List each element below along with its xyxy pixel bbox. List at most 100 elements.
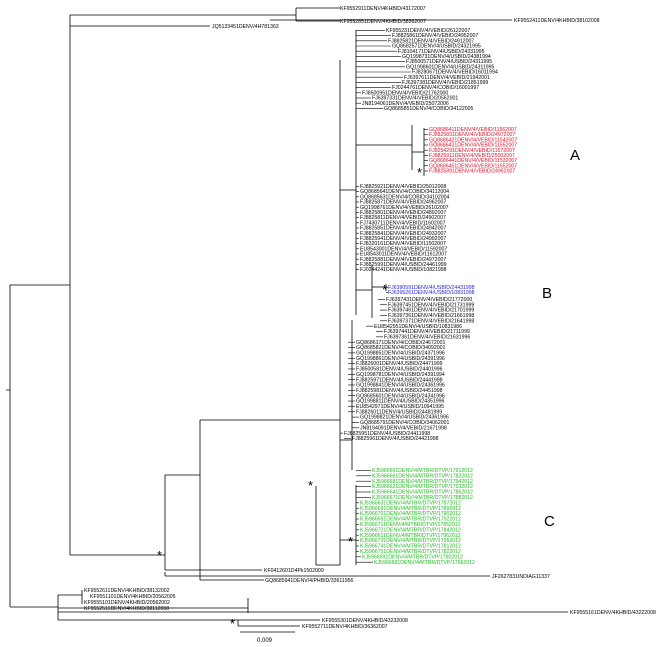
leaf-label-cluster-a: FJ8825831DENV/4/VEBID/24972007 bbox=[429, 132, 515, 138]
leaf-label: FJ0244241DENV/4/USBID/10821998 bbox=[360, 267, 447, 273]
leaf-label-cluster-a: FJ8825911DENV/4/VEBID/25002007 bbox=[429, 153, 515, 159]
leaf-label: KF9552411DENV/4KHBID/38102008 bbox=[514, 18, 600, 24]
branch-bottom-mid bbox=[58, 598, 249, 613]
leaf-label: JQ5133451DENV/4H781363 bbox=[212, 24, 279, 30]
leaf-label-cluster-c: KJ5966741DENV/4/MTBR/DTVP/17812012 bbox=[360, 544, 461, 550]
leaf-label: FJ6397451DENV/4/VEBID/21731999 bbox=[388, 302, 474, 308]
leaf-label: FJ8825951DENV/4/USBID/24411998 bbox=[344, 431, 430, 437]
leaf-label: GQ8685941DENV/4/PHBID/33611956 bbox=[265, 578, 354, 584]
branch-a bbox=[412, 128, 425, 176]
leaf-label: FJ6397611DENV/4/VEBID/21942001 bbox=[404, 75, 490, 81]
leaf-label: KF9552611DENV/4KHBID/38132002 bbox=[84, 588, 170, 594]
leaf-label: FJ6397461DENV/4/VEBID/21701999 bbox=[388, 308, 474, 314]
branch-bottom-trunk bbox=[10, 595, 59, 620]
leaf-label: FJ8825991DENV/4/USBID/24461999 bbox=[360, 262, 447, 268]
tree-branches bbox=[6, 7, 568, 633]
leaf-label: FJ8500571DENV/4/USBID/24311995 bbox=[406, 59, 492, 65]
leaf-label: GQ1998761DENV/4/VEBID/26102007 bbox=[360, 205, 449, 211]
leaf-label: FJ8825801DENV/4/VEBID/24892007 bbox=[360, 210, 446, 216]
leaf-label: FJ8500951DENV/4/VEBID/21762000 bbox=[362, 90, 448, 96]
leaf-label: EU8542951DENV/4/USBID/10831986 bbox=[374, 324, 462, 330]
leaf-label: GQ1998821DENV/4/USBID/24361996 bbox=[360, 415, 449, 421]
leaf-labels: KF9552911DENV/4KHBID/43172007 KF9552851DE… bbox=[84, 6, 656, 630]
leaf-label: KF0412601D4Pk1502009 bbox=[264, 568, 324, 574]
leaf-label-cluster-c: KJ5966661DENV/4/MTBR/DTVP/17832012 bbox=[372, 473, 473, 479]
leaf-label: GQ1998601DENV/4/USBID/24311995 bbox=[406, 64, 495, 70]
branch-c-stem bbox=[315, 486, 340, 566]
leaf-label: FJ6397371DENV/4/VEBID/21641998 bbox=[388, 318, 474, 324]
leaf-label: KF9552511DENV/4KHBID/38112008 bbox=[84, 606, 169, 612]
leaf-label: KF9555301DENV/4KHBID/43232008 bbox=[322, 618, 408, 624]
asterisk-node-b: * bbox=[382, 282, 387, 297]
leaf-label: GQ8685821DENV/4/COBID/34092001 bbox=[356, 345, 446, 351]
leaf-label-cluster-a: GQ8686431DENV/4/VEBID/11552007 bbox=[429, 143, 517, 149]
leaf-label: FJ8320161DENV/4/VEBID/11502007 bbox=[360, 241, 446, 247]
leaf-label-cluster-c: KJ5966591DENV/4/MTBR/DTVP/17802012 bbox=[362, 554, 463, 560]
leaf-label: GQ8682571DENV/4/USBID/24321995 bbox=[392, 44, 481, 50]
leaf-label: FJ8826001DENV/4/USBID/24471999 bbox=[356, 361, 443, 367]
branch-core bbox=[70, 475, 166, 570]
leaf-label: GQ1998851DENV/4/USBID/24371996 bbox=[356, 351, 445, 357]
leaf-label: FJ6397331DENV/4/VEBID/20562001 bbox=[372, 96, 458, 102]
leaf-label: JN8194061DENV/4/VEBID/25072006 bbox=[362, 101, 449, 107]
leaf-label: FJ6397381DENV/4/VEBID/21851999 bbox=[402, 80, 488, 86]
scale-bar-label: 0.009 bbox=[257, 638, 273, 644]
leaf-label-cluster-a: FJ8254291DENV/4/VEBID/11572007 bbox=[429, 148, 515, 154]
branch-main-clade bbox=[200, 60, 341, 565]
leaf-label-cluster-c: KJ5966611DENV/4/MTBR/DTVP/17962012 bbox=[360, 533, 461, 539]
leaf-label-cluster-a: GQ8686451DENV/4/VEBID/11552007 bbox=[429, 163, 517, 169]
leaf-label: GQ1998811DENV/4/USBID/24351996 bbox=[356, 399, 445, 405]
leaf-label: KF9552851DENV/4KHBID/38362007 bbox=[340, 19, 426, 25]
leaf-label-cluster-a: FJ8825891DENV/4/VEBID/24962007 bbox=[429, 169, 515, 175]
leaf-label: JN8194091DENV/4/VEBID/21671998 bbox=[360, 425, 447, 431]
leaf-label: FJ0244761DENV/4/COBID/16001997 bbox=[392, 85, 479, 91]
leaf-label-cluster-c: KJ5966711DENV/4/MTBR/DTVP/17852012 bbox=[360, 522, 461, 528]
branch-bottom-upper bbox=[58, 590, 83, 604]
branch-jf26 bbox=[164, 572, 490, 577]
leaf-label: FJ8825821DENV/4/VEBID/24912007 bbox=[388, 38, 474, 44]
leaf-label-cluster-c: KJ5966681DENV/4/MTBR/DTVP/17942012 bbox=[372, 479, 473, 485]
leaf-label: FJ8825811DENV/4/VEBID/24902007 bbox=[360, 215, 446, 221]
leaf-label: FJ6397361DENV/4/VEBID/21661998 bbox=[388, 313, 474, 319]
leaf-label-cluster-c: KJ5966651DENV/4/MTBR/DTVP/17922012 bbox=[360, 517, 461, 523]
asterisk-node-c-stem: * bbox=[308, 478, 313, 493]
leaf-label: KF9551101DENV/4KHBID/20562005 bbox=[90, 594, 176, 600]
asterisk-node-c: * bbox=[348, 534, 353, 549]
cluster-label-c: C bbox=[544, 513, 555, 530]
leaf-label: FJ7430711DENV/4/VEBID/11602007 bbox=[360, 220, 446, 226]
leaf-label: FJ8825841DENV/4/VEBID/24932007 bbox=[360, 231, 446, 237]
leaf-label: FJ8825871DENV/4/VEBID/24962007 bbox=[360, 200, 446, 206]
leaf-label: EU8543011DENV/4/VEBID/11612007 bbox=[360, 252, 447, 258]
leaf-label: KF955231DENV/4/VEBID/26122007 bbox=[386, 28, 470, 34]
leaf-label: KF9552711DENV/4KHBID/36362007 bbox=[302, 624, 388, 630]
leaf-label: GQ1998861DENV/4/USBID/24391996 bbox=[356, 356, 445, 362]
leaf-label-cluster-c: KJ5966751DENV/4/MTBR/DTVP/17822012 bbox=[360, 549, 461, 555]
leaf-label: KF9552911DENV/4KHBID/43172007 bbox=[340, 6, 426, 12]
leaf-label-cluster-c: KJ5966691DENV/4/MTBR/DTVP/17892012 bbox=[360, 506, 461, 512]
leaf-label-cluster-c: KJ5966641DENV/4/MTBR/DTVP/17862012 bbox=[372, 490, 473, 496]
leaf-label: FJ8825921DENV/4/VEBID/25012008 bbox=[360, 184, 446, 190]
branch-top-khbid bbox=[70, 7, 340, 22]
branch-c bbox=[340, 485, 357, 565]
leaf-label-cluster-a: GQ8686441DENV/4/VEBID/11532007 bbox=[429, 158, 517, 164]
cluster-label-b: B bbox=[542, 285, 552, 302]
branch-a-stem bbox=[356, 125, 413, 170]
leaf-label: GQ1998781DENV/4/USBID/24391994 bbox=[356, 372, 445, 378]
leaf-label: EU8542971DENV/4/USBID/10941995 bbox=[356, 404, 444, 410]
branch-upper-clade bbox=[340, 30, 357, 315]
leaf-label: FJ8104171DENV/4/USBID/24331995 bbox=[398, 49, 485, 55]
leaf-label: GQ8685631DENV/4/COBID/34102004 bbox=[360, 194, 450, 200]
leaf-label-cluster-c: KJ5966631DENV/4/MTBR/DTVP/17872012 bbox=[360, 500, 461, 506]
leaf-label-cluster-c: KJ5966671DENV/4/MTBR/DTVP/17882012 bbox=[372, 495, 473, 501]
leaf-label: FJ8825861DENV/4/VEBID/24952007 bbox=[392, 33, 478, 39]
leaf-label: GQ8685791DENV/4/COBID/34062001 bbox=[360, 420, 450, 426]
leaf-label-cluster-b: FJ6395261DENV/4/USBID/10831998 bbox=[388, 290, 475, 296]
branch-core-upper bbox=[165, 420, 201, 580]
leaf-label: GQ1998731DENV/4/USBID/24381994 bbox=[402, 54, 491, 60]
leaf-ticks bbox=[340, 30, 428, 563]
branch-lower-block bbox=[340, 320, 353, 470]
leaf-label: FJ8280671DENV/4/VEBID/16011994 bbox=[412, 70, 498, 76]
leaf-label-cluster-c: KJ5966681DENV/4/MTBR/DTVP/17662012 bbox=[374, 560, 475, 566]
leaf-label-cluster-c: KJ5966731DENV/4/MTBR/DTVP/17952012 bbox=[360, 538, 461, 544]
